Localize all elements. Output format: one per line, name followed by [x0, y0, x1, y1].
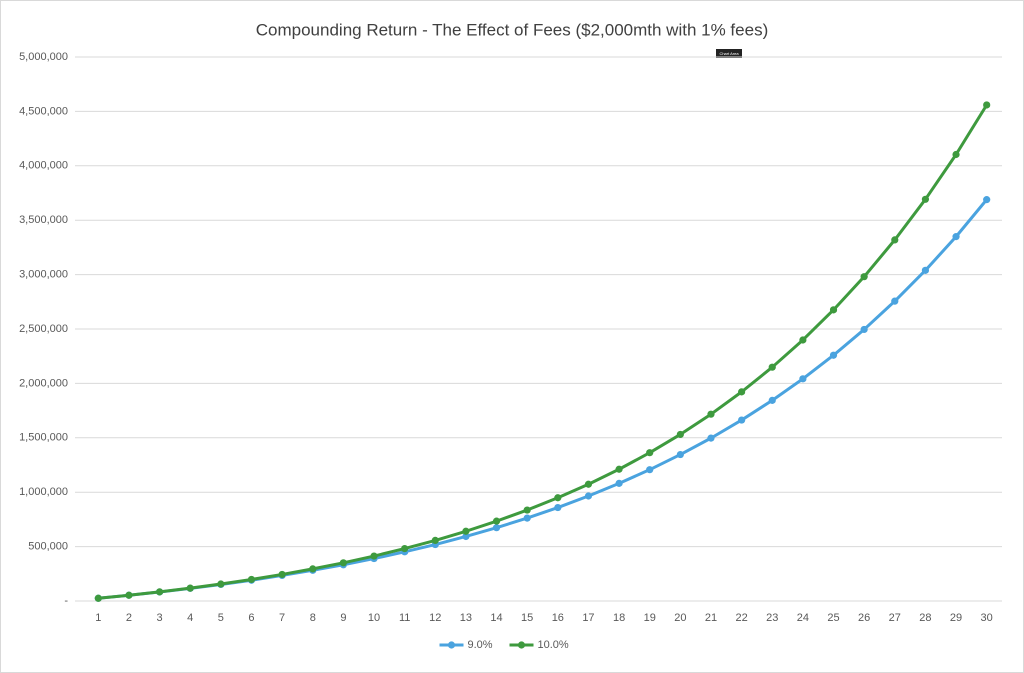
x-tick-label: 10 [368, 612, 380, 624]
data-point [401, 544, 409, 553]
x-tick-label: 28 [919, 612, 931, 624]
data-point [584, 492, 593, 500]
data-point [217, 580, 225, 588]
x-tick-label: 16 [552, 612, 564, 624]
data-point [983, 196, 991, 204]
legend-marker [447, 641, 456, 649]
data-point [492, 524, 501, 532]
x-tick-label: 18 [613, 612, 625, 624]
data-point [370, 552, 378, 560]
y-tick-label: 5,000,000 [19, 51, 68, 63]
y-tick-label: 2,000,000 [19, 377, 68, 389]
y-tick-label: - [64, 595, 68, 607]
data-point [278, 570, 286, 579]
data-point [431, 536, 439, 544]
x-tick-label: 13 [460, 612, 472, 624]
x-tick-label: 6 [248, 612, 254, 624]
x-tick-label: 24 [797, 612, 809, 624]
data-point [554, 503, 562, 512]
x-tick-label: 26 [858, 612, 870, 624]
x-tick-label: 29 [950, 612, 962, 624]
x-tick-label: 15 [521, 612, 533, 624]
x-tick-label: 11 [399, 612, 410, 624]
data-point [646, 449, 654, 457]
x-tick-label: 12 [429, 612, 441, 624]
data-point [983, 101, 991, 109]
data-point [615, 465, 623, 473]
x-tick-label: 3 [157, 612, 163, 624]
data-point [952, 233, 960, 241]
data-point [523, 514, 531, 522]
legend-label: 9.0% [468, 639, 493, 651]
data-point [829, 351, 838, 359]
data-point [125, 591, 133, 599]
x-tick-label: 30 [981, 612, 993, 624]
y-tick-label: 500,000 [28, 541, 68, 553]
data-point [891, 297, 899, 305]
data-point [339, 559, 347, 567]
tooltip: Chart Area [719, 51, 739, 56]
y-tick-label: 2,500,000 [19, 323, 68, 335]
data-point [492, 517, 501, 525]
data-point [155, 588, 164, 596]
data-point [94, 594, 102, 602]
data-point [462, 527, 470, 535]
x-tick-label: 5 [218, 612, 224, 624]
legend-marker [517, 641, 526, 649]
data-point [309, 565, 317, 573]
data-point [523, 506, 531, 514]
chart-title: Compounding Return - The Effect of Fees … [256, 20, 768, 39]
x-tick-label: 2 [126, 612, 132, 624]
x-tick-label: 21 [705, 612, 717, 624]
x-tick-label: 19 [644, 612, 656, 624]
data-point [186, 584, 194, 592]
data-point [707, 434, 715, 442]
x-tick-label: 1 [95, 612, 101, 624]
series-line [98, 104, 988, 600]
x-tick-label: 22 [735, 612, 747, 624]
data-point [462, 532, 470, 541]
data-point [738, 416, 746, 424]
data-point [952, 150, 960, 159]
x-tick-label: 25 [827, 612, 839, 624]
y-tick-label: 4,000,000 [19, 160, 68, 172]
x-tick-label: 20 [674, 612, 686, 624]
tooltip-box [716, 49, 742, 58]
x-tick-label: 14 [490, 612, 502, 624]
data-point [584, 480, 593, 488]
data-point [921, 266, 930, 274]
x-tick-label: 8 [310, 612, 316, 624]
data-point [799, 375, 807, 383]
y-tick-label: 1,000,000 [19, 486, 68, 498]
y-tick-label: 1,500,000 [19, 432, 68, 444]
x-tick-label: 17 [582, 612, 594, 624]
data-point [646, 466, 654, 474]
data-point [707, 410, 715, 418]
legend-label: 10.0% [538, 639, 569, 651]
data-point [829, 306, 838, 314]
y-tick-label: 4,500,000 [19, 105, 68, 117]
data-point [738, 388, 746, 396]
data-point [554, 494, 562, 502]
x-tick-label: 27 [889, 612, 901, 624]
data-point [615, 479, 623, 487]
data-point [799, 336, 807, 344]
data-point [891, 236, 899, 244]
data-point [921, 195, 930, 203]
x-tick-label: 4 [187, 612, 193, 624]
data-point [860, 325, 868, 334]
data-point [676, 430, 684, 439]
x-tick-label: 23 [766, 612, 778, 624]
y-tick-label: 3,500,000 [19, 214, 68, 226]
x-tick-label: 7 [279, 612, 285, 624]
data-point [768, 396, 776, 404]
y-tick-label: 3,000,000 [19, 269, 68, 281]
data-point [676, 450, 684, 459]
data-point [768, 363, 776, 371]
data-point [247, 575, 256, 584]
x-tick-label: 9 [340, 612, 346, 624]
data-point [860, 273, 868, 281]
